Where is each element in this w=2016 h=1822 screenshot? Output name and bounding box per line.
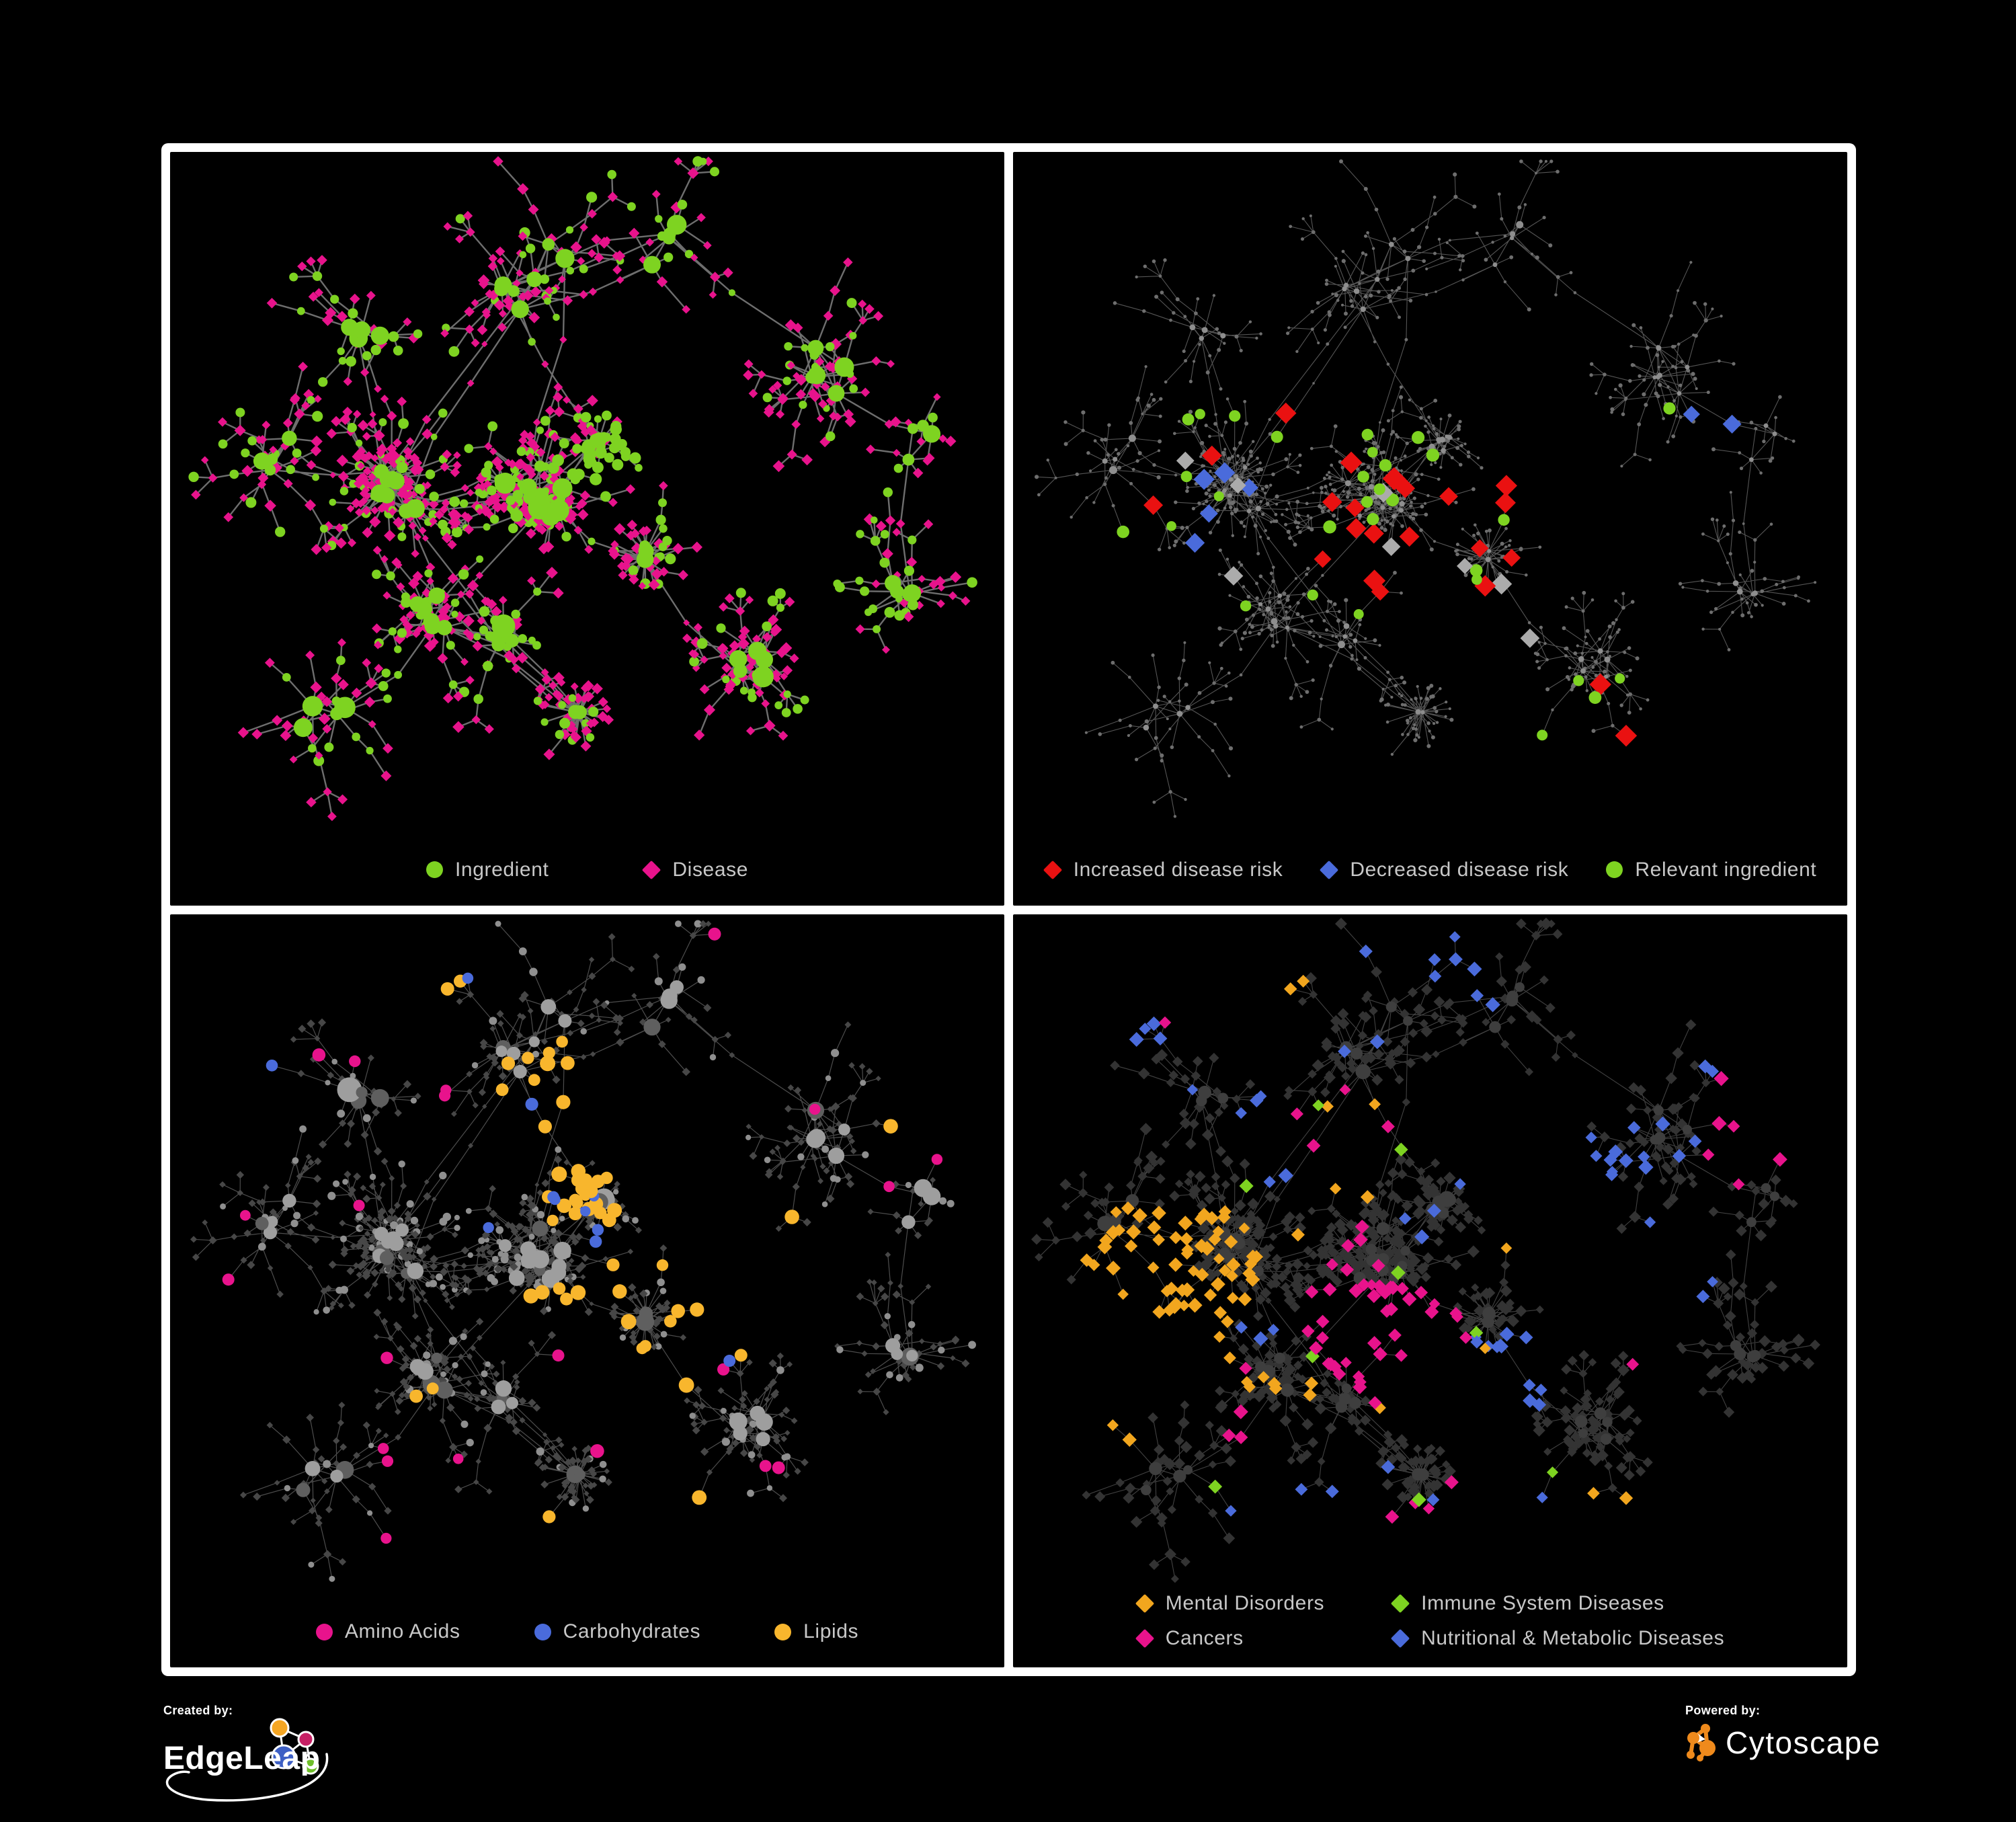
legend-item-mental-disorders: Mental Disorders	[1135, 1592, 1325, 1615]
legend-swatch-diamond-icon	[642, 860, 661, 879]
legend-item-carbohydrates: Carbohydrates	[534, 1620, 701, 1643]
legend-swatch-diamond-icon	[1135, 1593, 1154, 1614]
legend-item-ingredient: Ingredient	[426, 859, 549, 881]
legend-item-nutritional-metabolic-diseases: Nutritional & Metabolic Diseases	[1390, 1627, 1725, 1650]
legend-label: Relevant ingredient	[1635, 858, 1817, 881]
legend-swatch-circle-icon	[315, 1623, 333, 1640]
legend: Increased disease risk Decreased disease …	[1013, 859, 1847, 881]
cytoscape-wordmark: Cytoscape	[1726, 1725, 1881, 1760]
legend-swatch-diamond-icon	[1043, 860, 1062, 879]
legend-item-cancers: Cancers	[1135, 1627, 1324, 1650]
panel-disease-risk-network: Increased disease risk Decreased disease …	[1013, 152, 1847, 906]
panel-ingredient-disease-network: Ingredient Disease	[170, 152, 1004, 906]
legend-item-lipids: Lipids	[774, 1620, 858, 1643]
powered-by-block: Powered by: Cytoscape	[1685, 1704, 1881, 1762]
edgeleap-node-blue	[271, 1744, 296, 1770]
edgeleap-logo: EdgeLeap	[163, 1718, 329, 1802]
legend-swatch-circle-icon	[1606, 861, 1623, 878]
legend-label: Lipids	[803, 1620, 859, 1642]
legend-label: Mental Disorders	[1165, 1592, 1325, 1614]
legend-label: Disease	[672, 858, 749, 881]
disease-risk-network-graph	[1035, 159, 1817, 818]
legend: Amino Acids Carbohydrates Lipids	[170, 1620, 1004, 1643]
edgeleap-wordmark: EdgeLeap	[163, 1741, 320, 1776]
legend-label: Immune System Diseases	[1421, 1592, 1664, 1614]
panel-nutrient-classes-network: Amino Acids Carbohydrates Lipids	[170, 914, 1004, 1667]
legend-label: Decreased disease risk	[1350, 858, 1569, 881]
legend-label: Ingredient	[454, 858, 549, 881]
legend-label: Carbohydrates	[563, 1620, 701, 1642]
cytoscape-logo-icon	[1687, 1724, 1716, 1761]
edgeleap-node-pink	[297, 1731, 315, 1748]
legend-swatch-circle-icon	[534, 1623, 551, 1640]
legend-label: Amino Acids	[344, 1620, 460, 1642]
legend-swatch-diamond-icon	[1135, 1628, 1154, 1649]
legend-swatch-diamond-icon	[1320, 860, 1339, 879]
nutrient-classes-network-graph	[190, 920, 976, 1582]
legend-swatch-circle-icon	[774, 1623, 792, 1640]
legend-item-increased-disease-risk: Increased disease risk	[1043, 858, 1283, 881]
disease-classes-network-graph	[1031, 917, 1820, 1583]
edgeleap-node-green	[302, 1757, 319, 1775]
panel-grid: Ingredient Disease Increased disease risk…	[161, 143, 1856, 1676]
ingredient-disease-network-graph	[188, 156, 977, 822]
legend-label: Cancers	[1165, 1627, 1244, 1649]
edgeleap-swoosh	[165, 1753, 329, 1802]
created-by-block: Created by: EdgeLeap	[163, 1704, 446, 1822]
legend-item-disease: Disease	[642, 858, 749, 881]
legend-swatch-circle-icon	[426, 861, 443, 878]
legend-item-decreased-disease-risk: Decreased disease risk	[1320, 859, 1568, 881]
legend-item-immune-system-diseases: Immune System Diseases	[1390, 1592, 1724, 1615]
powered-by-label: Powered by:	[1685, 1704, 1761, 1717]
legend-swatch-diamond-icon	[1390, 1628, 1410, 1649]
legend-label: Nutritional & Metabolic Diseases	[1421, 1627, 1725, 1649]
legend-swatch-diamond-icon	[1390, 1593, 1410, 1614]
panel-disease-classes-network: Mental Disorders Immune System Diseases Ca…	[1013, 914, 1847, 1667]
edgeleap-node-orange	[270, 1718, 290, 1738]
legend-item-amino-acids: Amino Acids	[315, 1620, 460, 1643]
legend: Ingredient Disease	[170, 859, 1004, 881]
legend: Mental Disorders Immune System Diseases Ca…	[1013, 1592, 1847, 1650]
created-by-label: Created by:	[163, 1704, 233, 1717]
legend-item-relevant-ingredient: Relevant ingredient	[1606, 859, 1816, 881]
legend-label: Increased disease risk	[1073, 858, 1283, 881]
